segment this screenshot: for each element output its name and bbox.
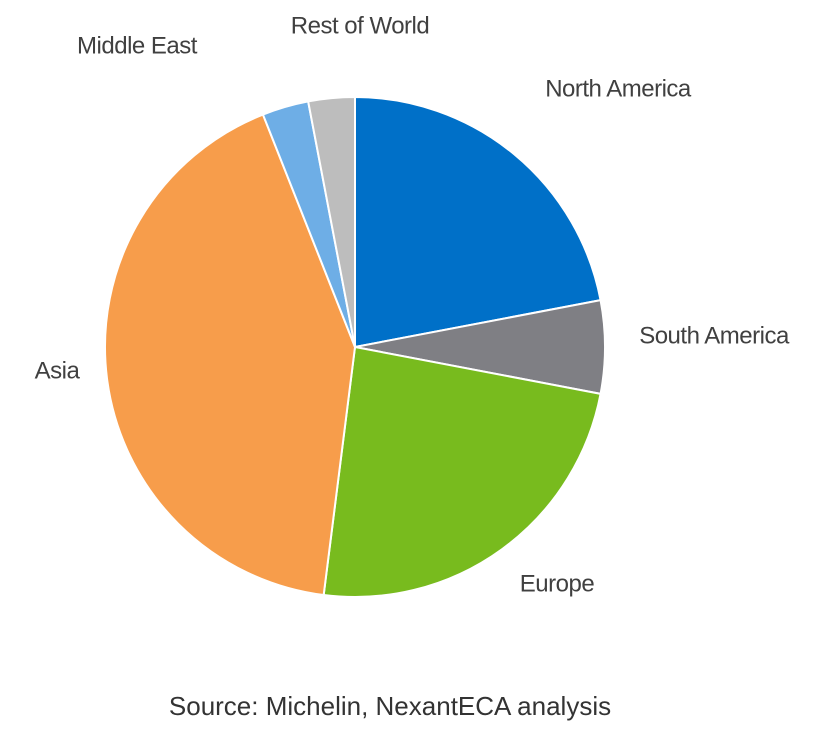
pie-slice [354, 95, 602, 349]
pie-slice [306, 95, 356, 348]
pie-slice [322, 345, 602, 598]
slice-label: Middle East [77, 32, 198, 59]
pie-slice [104, 113, 357, 597]
slice-label: Asia [35, 357, 81, 384]
slice-label: Europe [520, 570, 595, 597]
slice-label: North America [545, 75, 692, 102]
source-note: Source: Michelin, NexantECA analysis [169, 691, 611, 721]
slice-label: Rest of World [291, 12, 429, 39]
slice-label: South America [639, 322, 790, 349]
